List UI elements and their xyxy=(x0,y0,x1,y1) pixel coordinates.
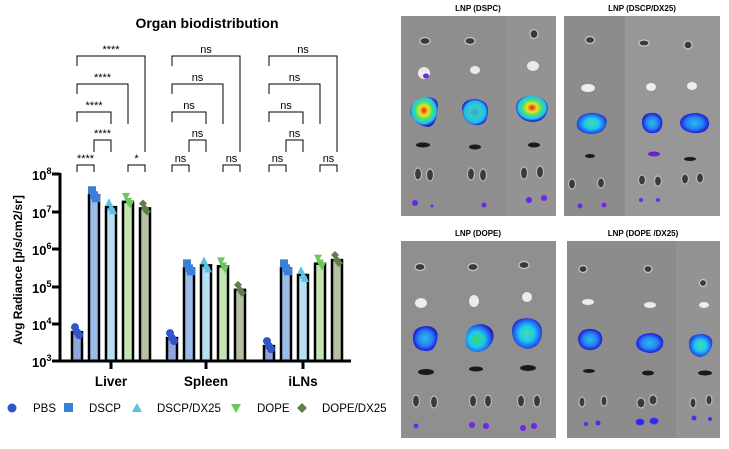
significance-label: ns xyxy=(183,100,195,112)
significance-label: ns xyxy=(289,128,301,140)
significance-bracket: ns xyxy=(222,153,241,172)
significance-bracket: ns xyxy=(285,128,304,152)
significance-bracket: ns xyxy=(171,44,241,152)
significance-label: **** xyxy=(102,44,120,56)
y-axis-label: Avg Radiance [p/s/cm2/sr] xyxy=(11,195,25,345)
significance-bracket: **** xyxy=(76,100,112,124)
significance-label: **** xyxy=(77,153,95,165)
legend-square-icon xyxy=(64,403,73,412)
significance-label: **** xyxy=(94,128,112,140)
significance-label: ns xyxy=(272,153,284,165)
bar xyxy=(330,251,344,363)
bar-chart: Organ biodistribution Avg Radiance [p/s/… xyxy=(7,15,387,415)
bar xyxy=(138,199,152,363)
significance-bracket: **** xyxy=(76,44,146,152)
bar xyxy=(182,259,196,363)
significance-label: ns xyxy=(192,72,204,84)
significance-label: ns xyxy=(289,72,301,84)
significance-bracket: **** xyxy=(76,72,129,124)
significance-label: ns xyxy=(200,44,212,56)
panel-title-dope: LNP (DOPE) xyxy=(455,229,501,238)
significance-bracket: ns xyxy=(188,128,207,152)
bar xyxy=(104,198,118,363)
legend-label-dscp-dx25: DSCP/DX25 xyxy=(157,403,221,415)
significance-bracket: ns xyxy=(268,44,338,152)
y-tick-label: 103 xyxy=(32,353,51,370)
significance-bracket: **** xyxy=(93,128,112,152)
significance-bracket: ns xyxy=(319,153,338,172)
panel-title-dope-dx25: LNP (DOPE /DX25) xyxy=(608,229,679,238)
significance-bracket: ns xyxy=(268,100,304,124)
significance-label: **** xyxy=(94,72,112,84)
significance-bracket: ns xyxy=(171,153,190,172)
y-tick-label: 104 xyxy=(32,316,51,333)
imaging-panels: LNP (DSPC) xyxy=(401,4,720,438)
significance-bracket: ns xyxy=(171,100,207,124)
bar xyxy=(216,257,230,363)
significance-bracket: * xyxy=(127,153,146,172)
legend-label-dope-dx25: DOPE/DX25 xyxy=(322,403,387,415)
bar xyxy=(165,329,179,363)
bar xyxy=(233,280,247,363)
ivis-image-dope xyxy=(401,241,556,438)
significance-label: ns xyxy=(175,153,187,165)
liver-signal xyxy=(410,97,438,127)
significance-label: ns xyxy=(323,153,335,165)
legend-triangle-up-icon xyxy=(132,403,142,412)
panel-title-dspc: LNP (DSPC) xyxy=(455,4,501,13)
chart-title: Organ biodistribution xyxy=(135,15,278,31)
legend-label-pbs: PBS xyxy=(33,403,56,415)
bar xyxy=(199,256,213,363)
significance-bracket: **** xyxy=(76,153,95,172)
significance-label: ns xyxy=(192,128,204,140)
bars xyxy=(70,186,344,363)
y-tick-label: 107 xyxy=(32,204,51,221)
ivis-image-dope-dx25 xyxy=(567,241,720,438)
significance-label: **** xyxy=(85,100,103,112)
bar xyxy=(87,186,101,363)
panel-title-dscp-dx25: LNP (DSCP/DX25) xyxy=(608,4,676,13)
bar xyxy=(296,265,310,363)
bar xyxy=(279,259,293,363)
y-ticks: 108 107 106 105 104 103 xyxy=(32,166,60,370)
significance-label: ns xyxy=(280,100,292,112)
legend-diamond-icon xyxy=(297,403,307,413)
significance-bracket: ns xyxy=(171,72,224,124)
y-tick-label: 106 xyxy=(32,241,51,258)
bar xyxy=(313,254,327,363)
legend-triangle-down-icon xyxy=(231,404,241,413)
significance-bracket: ns xyxy=(268,153,287,172)
x-category-ilns: iLNs xyxy=(288,374,317,389)
legend-label-dscp: DSCP xyxy=(89,403,121,415)
ivis-image-dspc xyxy=(401,16,556,216)
legend: PBS DSCP DSCP/DX25 DOPE DOPE/DX25 xyxy=(7,403,387,415)
significance-label: * xyxy=(134,153,139,165)
y-tick-label: 105 xyxy=(32,279,51,296)
significance-bracket: ns xyxy=(268,72,321,124)
y-tick-label: 108 xyxy=(32,166,51,183)
legend-circle-icon xyxy=(7,403,17,413)
bar xyxy=(121,192,135,363)
x-category-liver: Liver xyxy=(95,374,128,389)
significance-label: ns xyxy=(297,44,309,56)
bar xyxy=(262,337,276,363)
x-category-spleen: Spleen xyxy=(184,374,228,389)
legend-label-dope: DOPE xyxy=(257,403,290,415)
ivis-image-dscp-dx25 xyxy=(564,16,720,216)
bar xyxy=(70,323,84,363)
significance-label: ns xyxy=(226,153,238,165)
